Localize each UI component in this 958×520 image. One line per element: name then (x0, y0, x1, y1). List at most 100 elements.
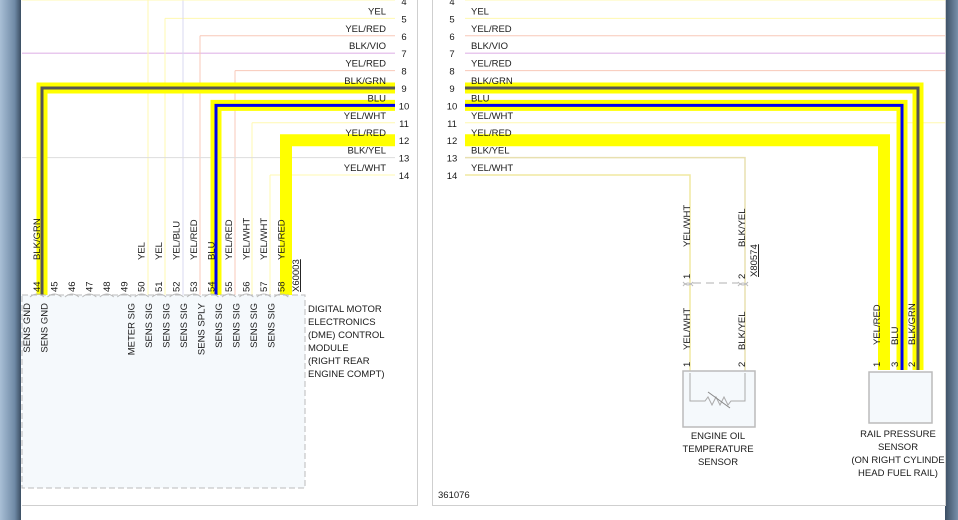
rail-sensor-wire-label: BLK/GRN (907, 303, 918, 345)
dme-pin-number: 51 (154, 281, 165, 292)
pin-cavity-icon (82, 293, 97, 298)
oil-sensor-pin-upper: 2 (737, 274, 748, 279)
dme-connector-id: X60003 (291, 259, 302, 292)
row-wire-label-left: BLK/YEL (347, 146, 386, 157)
dme-pin-function: METER SIG (127, 303, 138, 355)
dme-module-name: ENGINE COMPT) (308, 369, 385, 380)
row-wire-label-right: BLK/YEL (471, 146, 510, 157)
oil-sensor-name: SENSOR (698, 457, 738, 468)
pin-cavity-icon (239, 293, 254, 298)
row-wire-label-right: BLU (471, 93, 490, 104)
dme-module-box (21, 294, 306, 489)
wire-yel-red-right (465, 134, 890, 370)
row-pin-left: 14 (399, 171, 410, 182)
dme-pin-wire-label: YEL (154, 242, 165, 260)
row-pin-right: 8 (449, 67, 454, 78)
row-wire-label-right: BLK/VIO (471, 41, 508, 52)
row-wire-label-left: YEL/RED (345, 128, 386, 139)
row-wire-label-right: YEL/RED (471, 24, 512, 35)
oil-sensor-pin-lower: 2 (737, 362, 748, 367)
thermistor-icon (689, 373, 746, 407)
dme-pin-number: 54 (207, 281, 218, 292)
row-pin-left: 12 (399, 136, 410, 147)
wire-blk-grn-right (465, 86, 920, 370)
row-pin-right: 13 (447, 154, 458, 165)
row-pin-left: 10 (399, 101, 410, 112)
window-frame-right (945, 0, 958, 520)
oil-sensor-wire-label-lower: YEL/WHT (682, 308, 693, 350)
row-wire-label-left: BLU (368, 93, 387, 104)
row-pin-left: 8 (401, 67, 406, 78)
pin-cavity-icon (204, 293, 219, 298)
row-wire-label-left: YEL (368, 6, 386, 17)
dme-pin-wire-label: YEL/WHT (241, 218, 252, 260)
dme-pin-number: 58 (276, 281, 287, 292)
dme-module-name: (RIGHT REAR (308, 356, 370, 367)
pin-cavity-icon (29, 293, 45, 298)
dme-pin-wire-label: YEL/RED (224, 219, 235, 260)
dme-pin-wire-label: YEL/BLU (172, 221, 183, 260)
dme-pin-wire-label: BLU (207, 241, 218, 260)
wire-blu-right (465, 103, 904, 370)
pin-cavity-icon (47, 293, 62, 298)
row-pin-right: 14 (447, 171, 458, 182)
wire-yel-red-left (280, 134, 395, 295)
oil-sensor-pin-upper: 1 (682, 274, 693, 279)
pin-cavity-icon (221, 293, 237, 298)
dme-pin-function: SENS SIG (179, 303, 190, 348)
row-pin-right: 9 (449, 84, 454, 95)
wire-blu-left (214, 103, 395, 295)
row-wire-label-left: YEL/RED (345, 59, 386, 70)
dme-pin-wire-label: YEL/RED (276, 219, 287, 260)
row-pin-left: 4 (401, 0, 406, 8)
rail-sensor-name: (ON RIGHT CYLINDE (851, 455, 944, 466)
thermistor-arrow-icon (707, 391, 731, 409)
dme-pin-function: SENS SIG (162, 303, 173, 348)
row-wire-label-right: BLK/GRN (471, 76, 513, 87)
dme-pin-number: 56 (241, 281, 252, 292)
dme-pin-function: SENS GND (39, 303, 50, 353)
dme-pin-wire-label: YEL (137, 242, 148, 260)
rail-sensor-wire-label: YEL/RED (872, 304, 883, 345)
dme-pin-number: 48 (102, 281, 113, 292)
rail-sensor-name: SENSOR (878, 442, 918, 453)
row-pin-left: 9 (401, 84, 406, 95)
oil-sensor-wire-label-lower: BLK/YEL (737, 311, 748, 350)
pin-cavity-icon (186, 293, 202, 298)
dme-module-name: ELECTRONICS (308, 317, 376, 328)
row-wire-label-left: YEL/WHT (344, 111, 386, 122)
row-wire-label-right: YEL/RED (471, 59, 512, 70)
oil-sensor-name: ENGINE OIL (691, 431, 745, 442)
row-pin-right: 11 (447, 119, 457, 130)
oil-sensor-wire-label-upper: YEL/WHT (682, 205, 693, 247)
row-pin-left: 5 (401, 14, 406, 25)
oil-sensor-wire-label-upper: BLK/YEL (737, 208, 748, 247)
dme-pin-function: SENS GND (22, 303, 33, 353)
row-wire-label-left: BLK/GRN (344, 76, 386, 87)
pin-cavity-icon (64, 293, 80, 298)
connector-cavity-icon (737, 281, 749, 287)
row-wire-label-left: BLK/VIO (349, 41, 386, 52)
oil-sensor-pin-lower: 1 (682, 362, 693, 367)
figure-id: 361076 (438, 490, 470, 501)
dme-pin-wire-label: BLK/GRN (32, 218, 43, 260)
row-pin-right: 6 (449, 32, 454, 43)
row-wire-label-right: YEL/WHT (471, 111, 513, 122)
dme-pin-number: 44 (32, 281, 43, 292)
rail-sensor-box (868, 371, 933, 424)
rail-sensor-name: RAIL PRESSURE (860, 429, 936, 440)
pin-cavity-icon (169, 293, 184, 298)
dme-pin-function: SENS SIG (266, 303, 277, 348)
dme-pin-function: SENS SIG (144, 303, 155, 348)
wire-blk-yel-right (465, 156, 746, 372)
dme-pin-number: 53 (189, 281, 200, 292)
oil-sensor-connector-id: X80574 (749, 244, 760, 277)
row-pin-right: 12 (447, 136, 458, 147)
row-pin-right: 4 (449, 0, 454, 8)
pin-cavity-icon (151, 293, 167, 298)
dme-pin-wire-label: YEL/RED (189, 219, 200, 260)
rail-sensor-pin: 2 (907, 362, 918, 367)
oil-sensor-box (682, 370, 756, 428)
wire-blk-grn-left (40, 86, 395, 295)
row-wire-label-left: YEL/WHT (344, 163, 386, 174)
